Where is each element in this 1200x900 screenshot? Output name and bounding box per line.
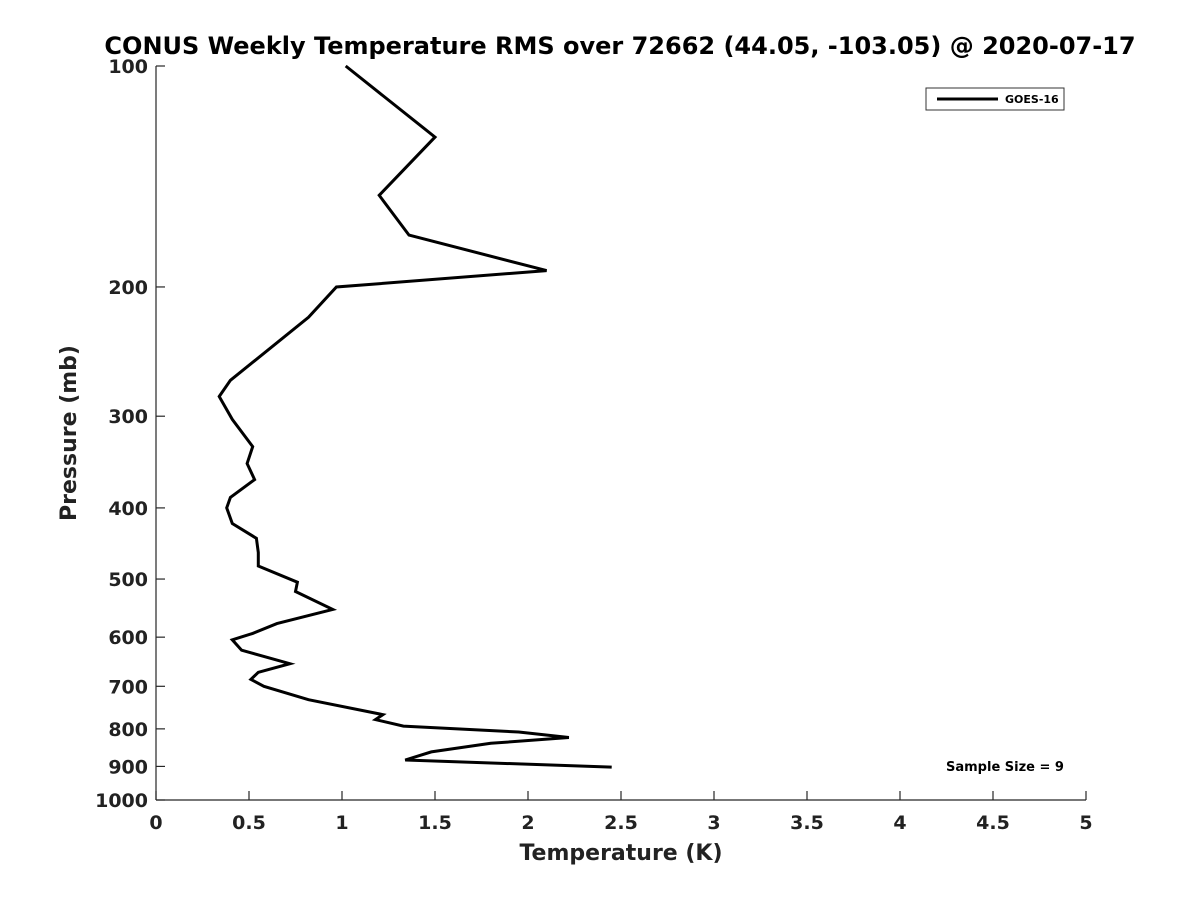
y-tick-label: 200 (108, 277, 148, 299)
y-axis-ticks: 100 200 300 400 500 600 700 800 900 1000 (95, 56, 165, 812)
x-tick-label: 3.5 (790, 812, 824, 834)
x-tick-label: 0 (149, 812, 162, 834)
y-tick-label: 400 (108, 498, 148, 520)
y-tick-label: 500 (108, 569, 148, 591)
y-tick-label: 800 (108, 719, 148, 741)
x-tick-label: 3 (707, 812, 720, 834)
legend: GOES-16 (925, 87, 1065, 111)
y-tick-label: 900 (108, 756, 148, 778)
sample-size-annotation: Sample Size = 9 (946, 760, 1064, 775)
legend-label-goes-16: GOES-16 (1005, 93, 1059, 106)
x-tick-label: 0.5 (232, 812, 266, 834)
y-tick-label: 1000 (95, 790, 148, 812)
plot-axes (155, 66, 1086, 801)
x-tick-label: 4 (893, 812, 906, 834)
x-tick-label: 1.5 (418, 812, 452, 834)
x-axis-label: Temperature (K) (519, 841, 722, 866)
x-tick-label: 2 (521, 812, 534, 834)
x-axis-ticks: 0 0.5 1 1.5 2 2.5 3 3.5 4 4.5 5 (149, 791, 1093, 834)
y-tick-label: 100 (108, 56, 148, 78)
x-tick-label: 5 (1079, 812, 1092, 834)
chart-title: CONUS Weekly Temperature RMS over 72662 … (104, 32, 1135, 60)
x-tick-label: 2.5 (604, 812, 638, 834)
x-tick-label: 4.5 (976, 812, 1010, 834)
y-tick-label: 700 (108, 676, 148, 698)
series-layer (217, 64, 612, 769)
y-tick-label: 300 (108, 406, 148, 428)
y-tick-label: 600 (108, 627, 148, 649)
series-line-goes-16 (217, 64, 612, 769)
y-axis-label: Pressure (mb) (57, 345, 82, 521)
x-tick-label: 1 (335, 812, 348, 834)
